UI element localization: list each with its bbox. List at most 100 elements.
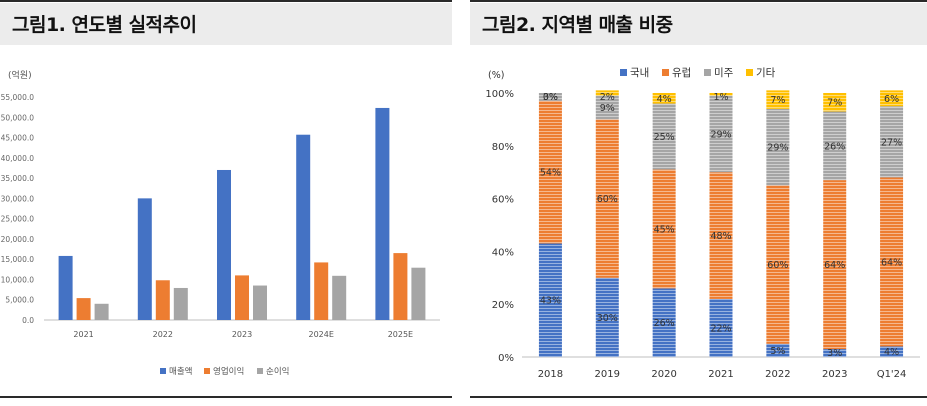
figure2-x-tick-label: 2023	[822, 369, 847, 380]
figure1-bar	[253, 285, 267, 320]
figure2-data-label: 7%	[770, 95, 785, 106]
figure1-bar	[411, 267, 426, 320]
figure2-data-label: 60%	[767, 260, 788, 271]
figure2-data-label: 22%	[710, 323, 731, 334]
figure2-data-label: 6%	[884, 94, 899, 105]
figure2-data-label: 54%	[540, 168, 561, 179]
figure2-data-label: 0%	[543, 92, 558, 103]
figure1-bar	[375, 107, 390, 321]
figure2-bar-segment	[538, 93, 562, 101]
figure2-bar-segment	[538, 100, 562, 244]
figure1-y-tick-label: 45,000.0	[1, 134, 35, 143]
figure2-bar-segment	[766, 90, 790, 109]
figure1-bar	[217, 169, 231, 320]
figure2-bar-segment	[595, 90, 619, 96]
figure1-y-tick-label: 25,000.0	[1, 215, 35, 224]
figure1-legend-label: 영업이익	[213, 366, 244, 377]
figure1-x-tick-label: 2025E	[388, 330, 413, 339]
figure1-bar	[58, 255, 73, 320]
figure1-legend-label: 순이익	[266, 366, 289, 377]
figure1-y-tick-label: 40,000.0	[1, 154, 35, 163]
figure2-legend-swatch	[746, 69, 753, 76]
figure2-bar-segment	[880, 106, 904, 178]
figure2-data-label: 9%	[600, 103, 615, 114]
figure2-data-label: 60%	[597, 194, 618, 205]
figure1-y-tick-label: 0.0	[22, 316, 34, 325]
figure2-data-label: 5%	[770, 346, 785, 357]
figure2-legend-swatch	[620, 69, 627, 76]
figure1-bottom-rule	[0, 396, 452, 398]
figure1-bar	[314, 262, 329, 320]
figure2-data-label: 26%	[654, 318, 675, 329]
figure1-legend-swatch	[257, 368, 263, 374]
figure2-legend-label: 미주	[714, 67, 734, 79]
figure2-data-label: 45%	[654, 224, 675, 235]
figure2-bar-segment	[709, 298, 733, 357]
figure1-legend-label: 매출액	[169, 366, 192, 377]
figure1-y-tick-label: 5,000.0	[5, 296, 34, 305]
figure2-bar-segment	[823, 93, 847, 112]
figure2-bar-segment	[652, 103, 676, 170]
figure2-legend-label: 기타	[756, 67, 776, 79]
figure2-data-label: 48%	[710, 231, 731, 242]
figure1-legend-swatch	[160, 368, 166, 374]
figure1-y-axis-label: (억원)	[8, 69, 32, 81]
figure2-bar-segment	[766, 108, 790, 186]
figure2-x-tick-label: 2019	[595, 369, 620, 380]
figure2-bar-segment	[880, 346, 904, 357]
figure1-bar	[332, 275, 347, 320]
figure2-x-tick-label: Q1'24	[877, 369, 907, 380]
figure2-data-label: 27%	[881, 137, 902, 148]
figure2-bar-segment	[766, 343, 790, 357]
figure1-panel: 그림1. 연도별 실적추이 (억원) 55,000.0 50,000.0 45,000…	[0, 0, 452, 406]
figure2-legend-swatch	[662, 69, 669, 76]
figure1-bar	[137, 198, 152, 320]
figure1-x-tick-label: 2022	[153, 330, 173, 339]
figure2-bar-segment	[595, 119, 619, 278]
figure2-legend-swatch	[704, 69, 711, 76]
figure2-data-label: 3%	[827, 348, 842, 359]
figure2-data-label: 29%	[710, 129, 731, 140]
figure1-bar	[296, 134, 311, 320]
figure2-bar-segment	[823, 349, 847, 357]
figure2-bar-segment	[880, 90, 904, 107]
figure2-y-tick-label: 60%	[492, 195, 514, 206]
figure2-bar-segment	[652, 169, 676, 289]
figure2-data-label: 1%	[713, 92, 728, 103]
figure1-title: 그림1. 연도별 실적추이	[0, 0, 452, 45]
figure2-legend-label: 국내	[630, 67, 649, 79]
figure1-y-tick-label: 50,000.0	[1, 113, 35, 122]
figure2-data-label: 43%	[540, 296, 561, 307]
figure1-chart: (억원) 55,000.0 50,000.0 45,000.0 40,000.0 35,0…	[1, 69, 440, 377]
figure2-y-tick-label: 40%	[492, 247, 514, 258]
figure2-title: 그림2. 지역별 매출 비중	[470, 0, 927, 45]
figure1-bar	[94, 303, 109, 320]
figure2-data-label: 3%	[543, 92, 558, 103]
figure1-x-tick-label: 2024E	[308, 330, 333, 339]
figure2-legend-label: 유럽	[672, 66, 691, 79]
figure2-data-label: 7%	[827, 98, 842, 109]
figure1-y-tick-label: 30,000.0	[1, 194, 35, 203]
figure1-bar	[155, 280, 170, 320]
figure2-data-label: 4%	[884, 347, 899, 358]
figure2-x-tick-label: 2020	[651, 369, 676, 380]
figure2-panel: 그림2. 지역별 매출 비중 (%) 100% 80% 60% 40% 20% 0% 2018…	[470, 0, 927, 406]
figure2-y-tick-label: 20%	[492, 300, 514, 311]
figure2-data-label: 25%	[654, 132, 675, 143]
figure2-chart: (%)100%80%60%40%20%0%201843%54%3%0%20193…	[485, 66, 920, 380]
figure1-bar	[235, 275, 249, 320]
figure2-data-label: 2%	[600, 92, 615, 103]
figure1-y-tick-label: 55,000.0	[1, 93, 35, 102]
figure2-data-label: 64%	[881, 257, 902, 268]
figure1-x-tick-label: 2023	[232, 330, 252, 339]
figure2-bar-segment	[709, 93, 733, 96]
figure2-bar-segment	[538, 243, 562, 357]
figure1-x-tick-label: 2021	[73, 330, 93, 339]
figure2-bar-segment	[880, 177, 904, 347]
figure2-bar-segment	[652, 288, 676, 357]
figure1-legend-swatch	[204, 368, 210, 374]
figure2-data-label: 64%	[824, 260, 845, 271]
figure1-bar	[173, 287, 188, 320]
figure2-bar-segment	[823, 180, 847, 350]
figure2-y-tick-label: 100%	[485, 89, 514, 100]
